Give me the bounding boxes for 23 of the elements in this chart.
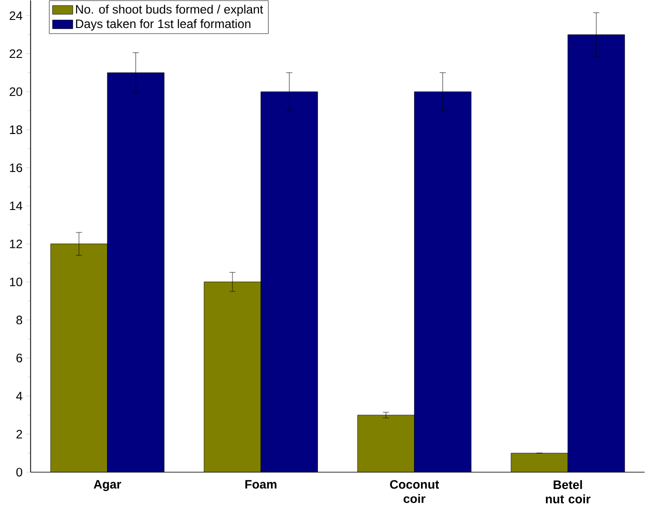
x-tick-label: Coconut coir — [390, 480, 440, 504]
y-tick-label: 2 — [16, 430, 22, 438]
y-tick-label: 12 — [10, 240, 22, 248]
y-tick-label: 0 — [16, 468, 22, 477]
y-tick-label: 18 — [10, 126, 22, 134]
y-tick-label: 8 — [16, 316, 22, 324]
y-tick-label: 24 — [10, 11, 22, 20]
y-tick-label: 10 — [10, 278, 22, 286]
y-tick-label: 22 — [10, 50, 22, 58]
y-tick-label: 20 — [10, 88, 22, 96]
bar — [50, 244, 108, 472]
bar — [357, 414, 415, 472]
legend-label: Days taken for 1st leaf formation — [76, 19, 250, 31]
y-tick-label: 16 — [10, 164, 22, 172]
x-tick-label: Betel nut coir — [546, 480, 590, 504]
bar — [204, 282, 262, 472]
y-tick-label: 14 — [10, 202, 22, 210]
x-tick-label: Agar — [94, 480, 122, 492]
legend-label: No. of shoot buds formed / explant — [76, 4, 264, 16]
y-tick-label: 4 — [16, 392, 22, 400]
bar — [510, 453, 568, 472]
y-tick-label: 6 — [16, 354, 22, 362]
x-tick-label: Foam — [245, 480, 276, 489]
